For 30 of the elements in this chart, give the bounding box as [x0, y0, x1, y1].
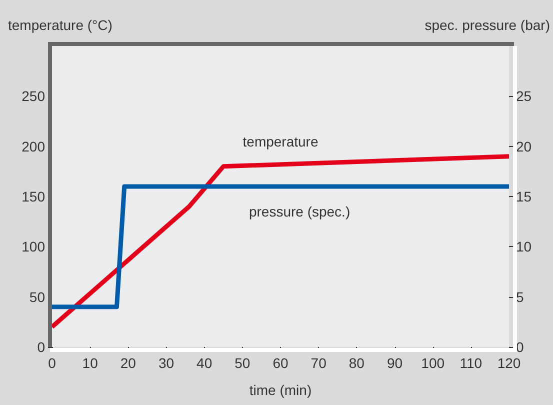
y-tick-label: 250: [22, 88, 46, 104]
x-tick-label: 10: [82, 355, 98, 371]
x-tick-label: 50: [234, 355, 250, 371]
x-tick-label: 0: [48, 355, 56, 371]
y-tick-label: 200: [22, 138, 46, 154]
x-tick-label: 100: [421, 355, 445, 371]
y2-tick-label: 10: [516, 238, 532, 255]
y-tick-label: 0: [37, 339, 46, 355]
y2-tick-label: 15: [516, 188, 532, 204]
y2-axis-title: spec. pressure (bar): [424, 17, 550, 33]
y-tick-label: 150: [22, 188, 46, 204]
x-tick-label: 110: [460, 355, 482, 371]
y2-tick-label: 20: [516, 138, 532, 154]
x-tick-label: 30: [158, 355, 174, 371]
x-tick-label: 60: [272, 355, 288, 371]
x-axis-title: time (min): [249, 382, 312, 398]
series-label: temperature: [242, 133, 318, 150]
y2-tick-label: 5: [516, 288, 524, 305]
x-tick-label: 70: [310, 355, 327, 371]
series-label: pressure (spec.): [248, 204, 350, 220]
x-tick-label: 20: [120, 355, 136, 371]
y-tick-label: 50: [29, 288, 46, 305]
x-tick-label: 90: [386, 355, 403, 371]
y2-tick-label: 25: [516, 88, 532, 104]
x-tick-label: 120: [497, 355, 521, 371]
line-series: [50, 154, 512, 330]
x-tick-label: 40: [196, 355, 212, 371]
y-tick-label: 100: [22, 238, 46, 255]
y-axis-title: temperature (°C): [8, 17, 112, 33]
x-tick-label: 80: [348, 355, 365, 371]
